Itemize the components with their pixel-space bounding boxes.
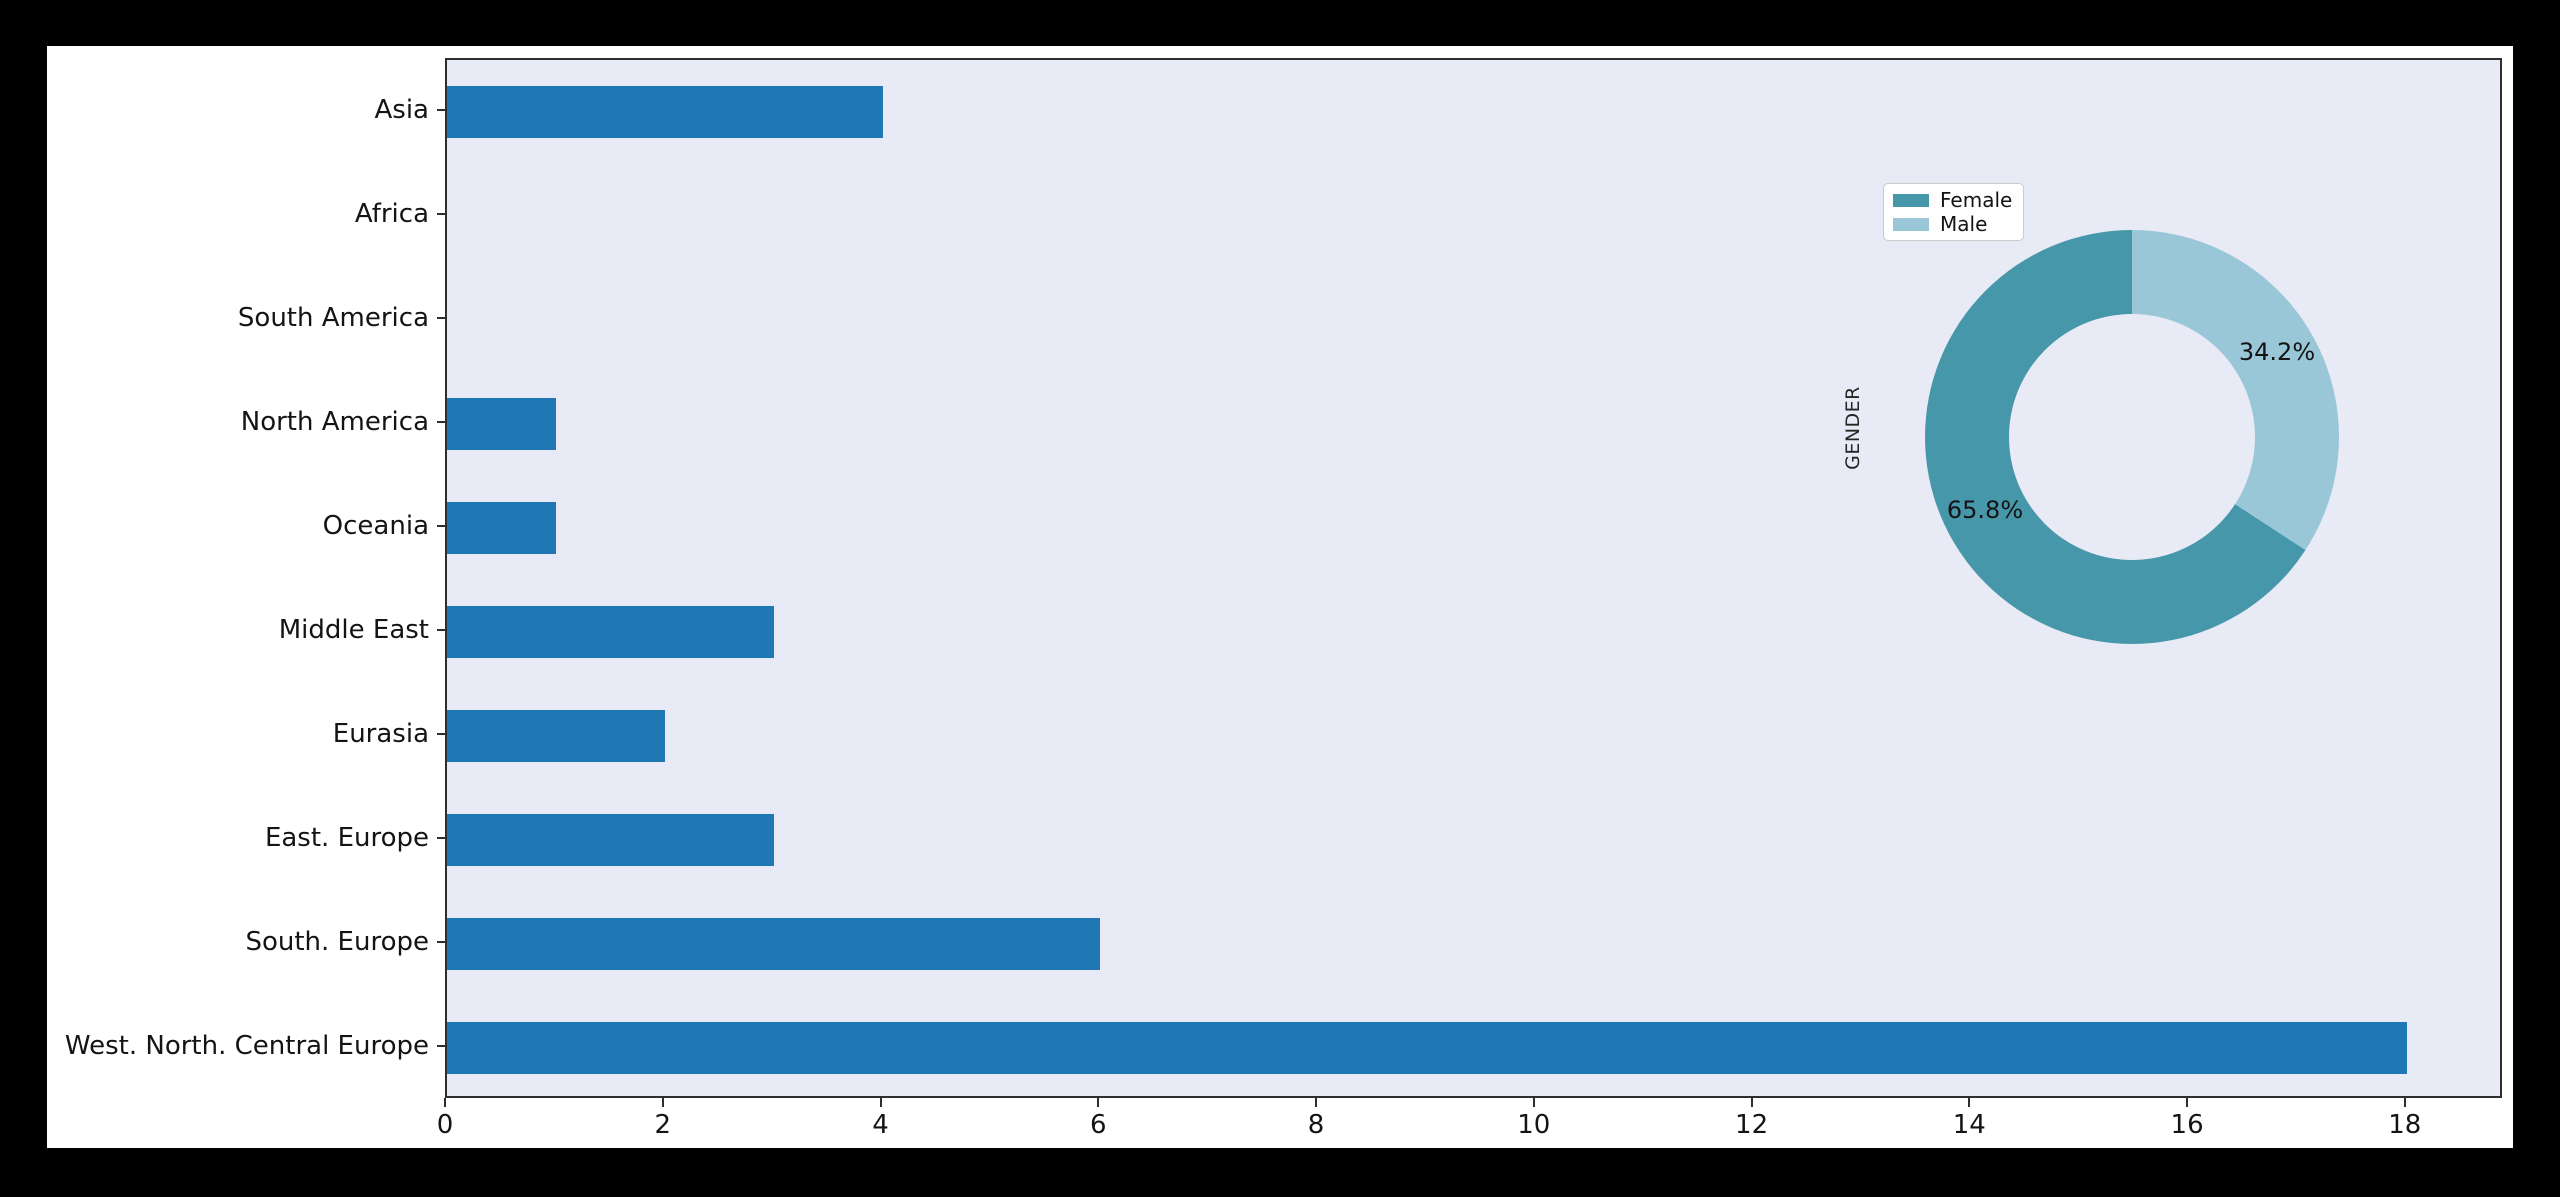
x-tick-mark bbox=[1750, 1098, 1753, 1107]
x-tick-label: 18 bbox=[2388, 1110, 2422, 1140]
y-tick-mark bbox=[437, 1045, 446, 1047]
x-tick-mark bbox=[2186, 1098, 2189, 1107]
donut-hole bbox=[2009, 314, 2255, 560]
bar-south-europe bbox=[447, 918, 1101, 970]
gender-axis-label: GENDER bbox=[1842, 386, 1864, 470]
category-label-asia: Asia bbox=[374, 95, 430, 125]
x-tick-label: 8 bbox=[1307, 1110, 1325, 1140]
x-tick-mark bbox=[1097, 1098, 1100, 1107]
legend-entry-female: Female bbox=[1893, 190, 2014, 210]
x-tick-label: 6 bbox=[1090, 1110, 1107, 1140]
y-tick-mark bbox=[437, 941, 446, 943]
x-tick-mark bbox=[879, 1098, 882, 1107]
y-tick-mark bbox=[437, 421, 446, 423]
x-tick-mark bbox=[1315, 1098, 1317, 1107]
bar-north-america bbox=[447, 398, 556, 450]
category-label-east-europe: East. Europe bbox=[264, 823, 429, 853]
category-label-eurasia: Eurasia bbox=[332, 719, 429, 749]
bar-middle-east bbox=[447, 606, 774, 658]
category-label-south-america: South America bbox=[237, 303, 429, 333]
y-tick-mark bbox=[437, 837, 446, 839]
category-label-west-north-central-europe: West. North. Central Europe bbox=[64, 1031, 429, 1061]
y-tick-mark bbox=[437, 213, 446, 215]
x-tick-label: 14 bbox=[1952, 1110, 1986, 1140]
gender-legend: Female Male bbox=[1883, 183, 2024, 241]
y-tick-mark bbox=[437, 109, 446, 111]
category-label-africa: Africa bbox=[354, 199, 429, 229]
legend-label-male: Male bbox=[1940, 212, 1988, 236]
x-tick-label: 16 bbox=[2170, 1110, 2204, 1140]
y-tick-mark bbox=[437, 525, 446, 527]
female-percentage-label: 65.8% bbox=[1946, 496, 2024, 524]
y-tick-mark bbox=[437, 317, 446, 319]
gender-donut-chart: 34.2% 65.8% bbox=[1925, 230, 2339, 644]
bar-west-north-central-europe bbox=[447, 1022, 2407, 1074]
category-label-south-europe: South. Europe bbox=[245, 927, 429, 957]
x-tick-mark bbox=[1532, 1098, 1535, 1107]
bar-oceania bbox=[447, 502, 556, 554]
legend-label-female: Female bbox=[1940, 188, 2013, 212]
category-label-oceania: Oceania bbox=[322, 511, 429, 541]
bar-east-europe bbox=[447, 814, 774, 866]
male-percentage-label: 34.2% bbox=[2238, 338, 2316, 366]
category-label-middle-east: Middle East bbox=[278, 615, 429, 645]
x-tick-label: 2 bbox=[654, 1110, 672, 1140]
x-tick-mark bbox=[2403, 1098, 2406, 1107]
x-tick-label: 0 bbox=[436, 1110, 454, 1140]
x-tick-mark bbox=[1968, 1098, 1971, 1107]
figure-canvas: Asia Africa South America North America … bbox=[47, 46, 2513, 1148]
x-tick-label: 12 bbox=[1735, 1110, 1769, 1140]
x-tick-label: 4 bbox=[872, 1110, 889, 1140]
y-tick-mark bbox=[437, 629, 446, 631]
x-tick-mark bbox=[444, 1098, 446, 1107]
category-label-north-america: North America bbox=[240, 407, 429, 437]
x-tick-label: 10 bbox=[1517, 1110, 1551, 1140]
legend-entry-male: Male bbox=[1893, 214, 2014, 234]
y-tick-mark bbox=[437, 733, 446, 735]
male-swatch-icon bbox=[1893, 217, 1929, 231]
bar-eurasia bbox=[447, 710, 665, 762]
bar-asia bbox=[447, 86, 883, 138]
x-tick-mark bbox=[661, 1098, 664, 1107]
female-swatch-icon bbox=[1893, 193, 1929, 207]
